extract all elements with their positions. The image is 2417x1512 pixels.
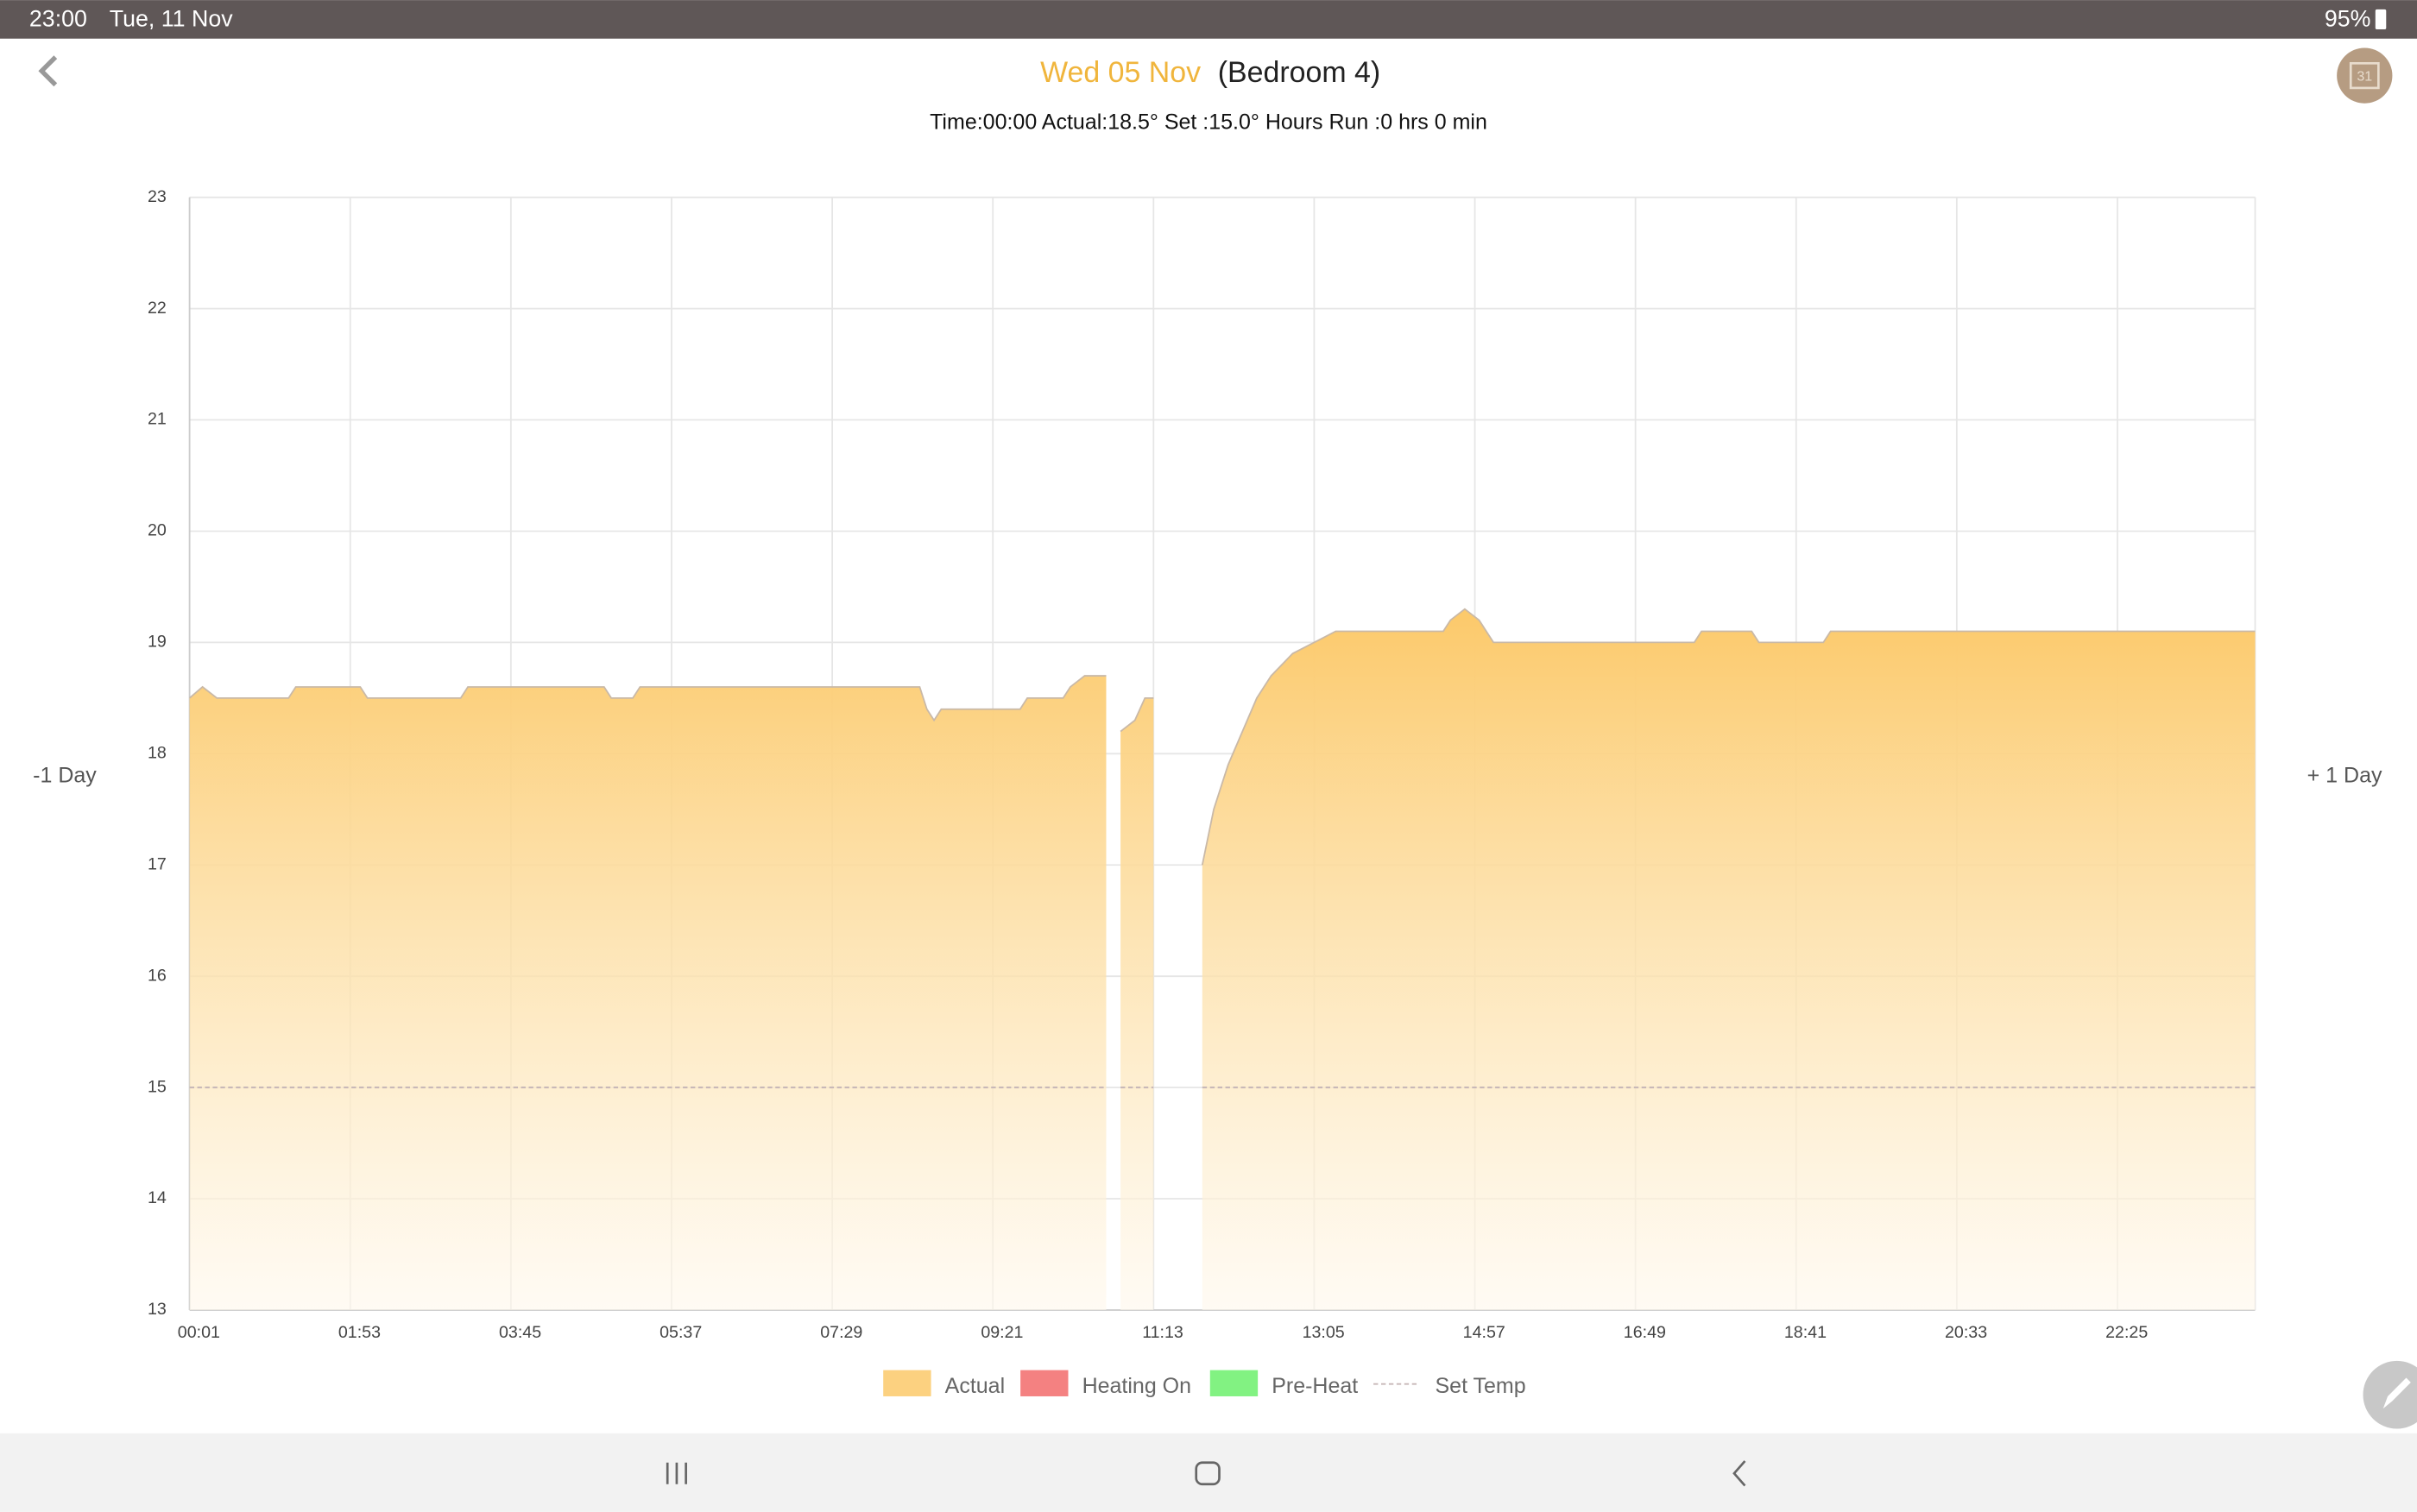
legend-label: Pre-Heat [1272,1374,1358,1398]
edit-icon [2382,1377,2411,1409]
y-tick-label: 18 [148,744,167,763]
x-tick-label: 13:05 [1303,1323,1345,1342]
status-battery: 95% [2325,5,2371,31]
header-date: Wed 05 Nov [1040,56,1201,89]
chart: 13 14 15 16 17 18 19 20 21 22 23 00:01 01:53 03:45 05:… [148,187,2256,1342]
x-tick-label: 07:29 [820,1323,862,1342]
legend-swatch [1020,1370,1069,1396]
legend-label: Actual [945,1374,1005,1398]
legend: Actual Heating On Pre-Heat Set Temp [883,1370,1526,1398]
y-tick-label: 21 [148,410,167,429]
calendar-button[interactable] [2337,47,2393,104]
y-tick-label: 22 [148,299,167,318]
x-tick-label: 09:21 [981,1323,1023,1342]
y-tick-label: 17 [148,854,167,873]
legend-label: Heating On [1082,1374,1191,1398]
y-tick-label: 13 [148,1300,167,1319]
y-tick-label: 16 [148,966,167,985]
x-tick-label: 11:13 [1142,1323,1183,1342]
status-bar [0,0,2417,39]
x-tick-label: 14:57 [1463,1323,1505,1342]
x-tick-label: 22:25 [2105,1323,2148,1342]
next-day[interactable]: + 1 Day [2307,764,2382,788]
legend-label: Set Temp [1436,1374,1526,1398]
legend-swatch [883,1370,931,1396]
y-tick-label: 20 [148,521,167,540]
navigation-bar [0,1433,2417,1512]
back-nav-button[interactable] [1732,1460,1746,1487]
x-tick-label: 18:41 [1784,1323,1827,1342]
back-button[interactable] [38,55,58,87]
y-tick-label: 19 [148,633,167,652]
x-tick-label: 16:49 [1624,1323,1666,1342]
header-room: (Bedroom 4) [1218,56,1380,89]
header-info: Time:00:00 Actual:18.5° Set :15.0° Hours… [930,110,1487,135]
previous-day[interactable]: -1 Day [33,764,97,788]
battery-icon [2375,9,2387,30]
legend-swatch [1209,1370,1259,1396]
actual-line [189,608,2256,866]
home-button[interactable] [1195,1461,1221,1486]
actual-area [189,608,2256,1310]
y-tick-label: 14 [148,1188,167,1207]
status-time: 23:00 [29,5,87,31]
recent-apps-button[interactable] [666,1462,687,1484]
x-tick-label: 20:33 [1945,1323,1987,1342]
x-tick-label: 03:45 [499,1323,541,1342]
calendar-icon [2349,61,2380,90]
x-tick-label: 05:37 [659,1323,702,1342]
x-tick-label: 01:53 [338,1323,381,1342]
y-tick-label: 23 [148,187,167,206]
y-tick-label: 15 [148,1077,167,1096]
calendar-day: 31 [2357,69,2372,85]
status-date: Tue, 11 Nov [110,5,233,31]
x-tick-label: 00:01 [178,1323,220,1342]
